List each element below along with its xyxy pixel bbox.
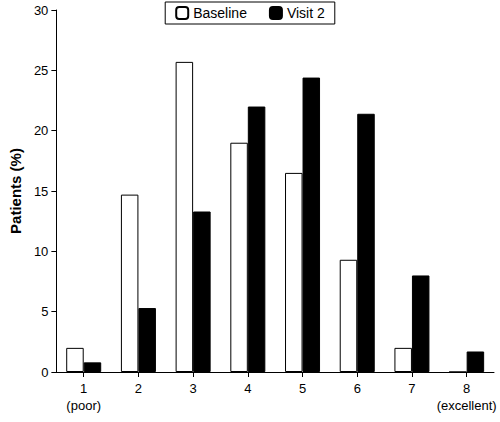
svg-text:15: 15 (34, 184, 48, 199)
svg-text:Visit 2: Visit 2 (287, 5, 325, 21)
svg-text:1: 1 (80, 381, 87, 396)
svg-text:0: 0 (41, 365, 48, 380)
svg-text:5: 5 (41, 304, 48, 319)
svg-text:30: 30 (34, 3, 48, 18)
svg-text:4: 4 (244, 381, 251, 396)
svg-text:(poor): (poor) (66, 398, 101, 413)
svg-text:3: 3 (190, 381, 197, 396)
svg-text:5: 5 (299, 381, 306, 396)
svg-text:(excellent): (excellent) (437, 398, 497, 413)
svg-text:7: 7 (408, 381, 415, 396)
svg-text:2: 2 (135, 381, 142, 396)
svg-text:20: 20 (34, 123, 48, 138)
svg-text:6: 6 (354, 381, 361, 396)
svg-text:10: 10 (34, 244, 48, 259)
svg-text:Baseline: Baseline (193, 5, 247, 21)
svg-text:25: 25 (34, 63, 48, 78)
svg-text:Patients (%): Patients (%) (7, 148, 24, 234)
svg-text:8: 8 (463, 381, 470, 396)
